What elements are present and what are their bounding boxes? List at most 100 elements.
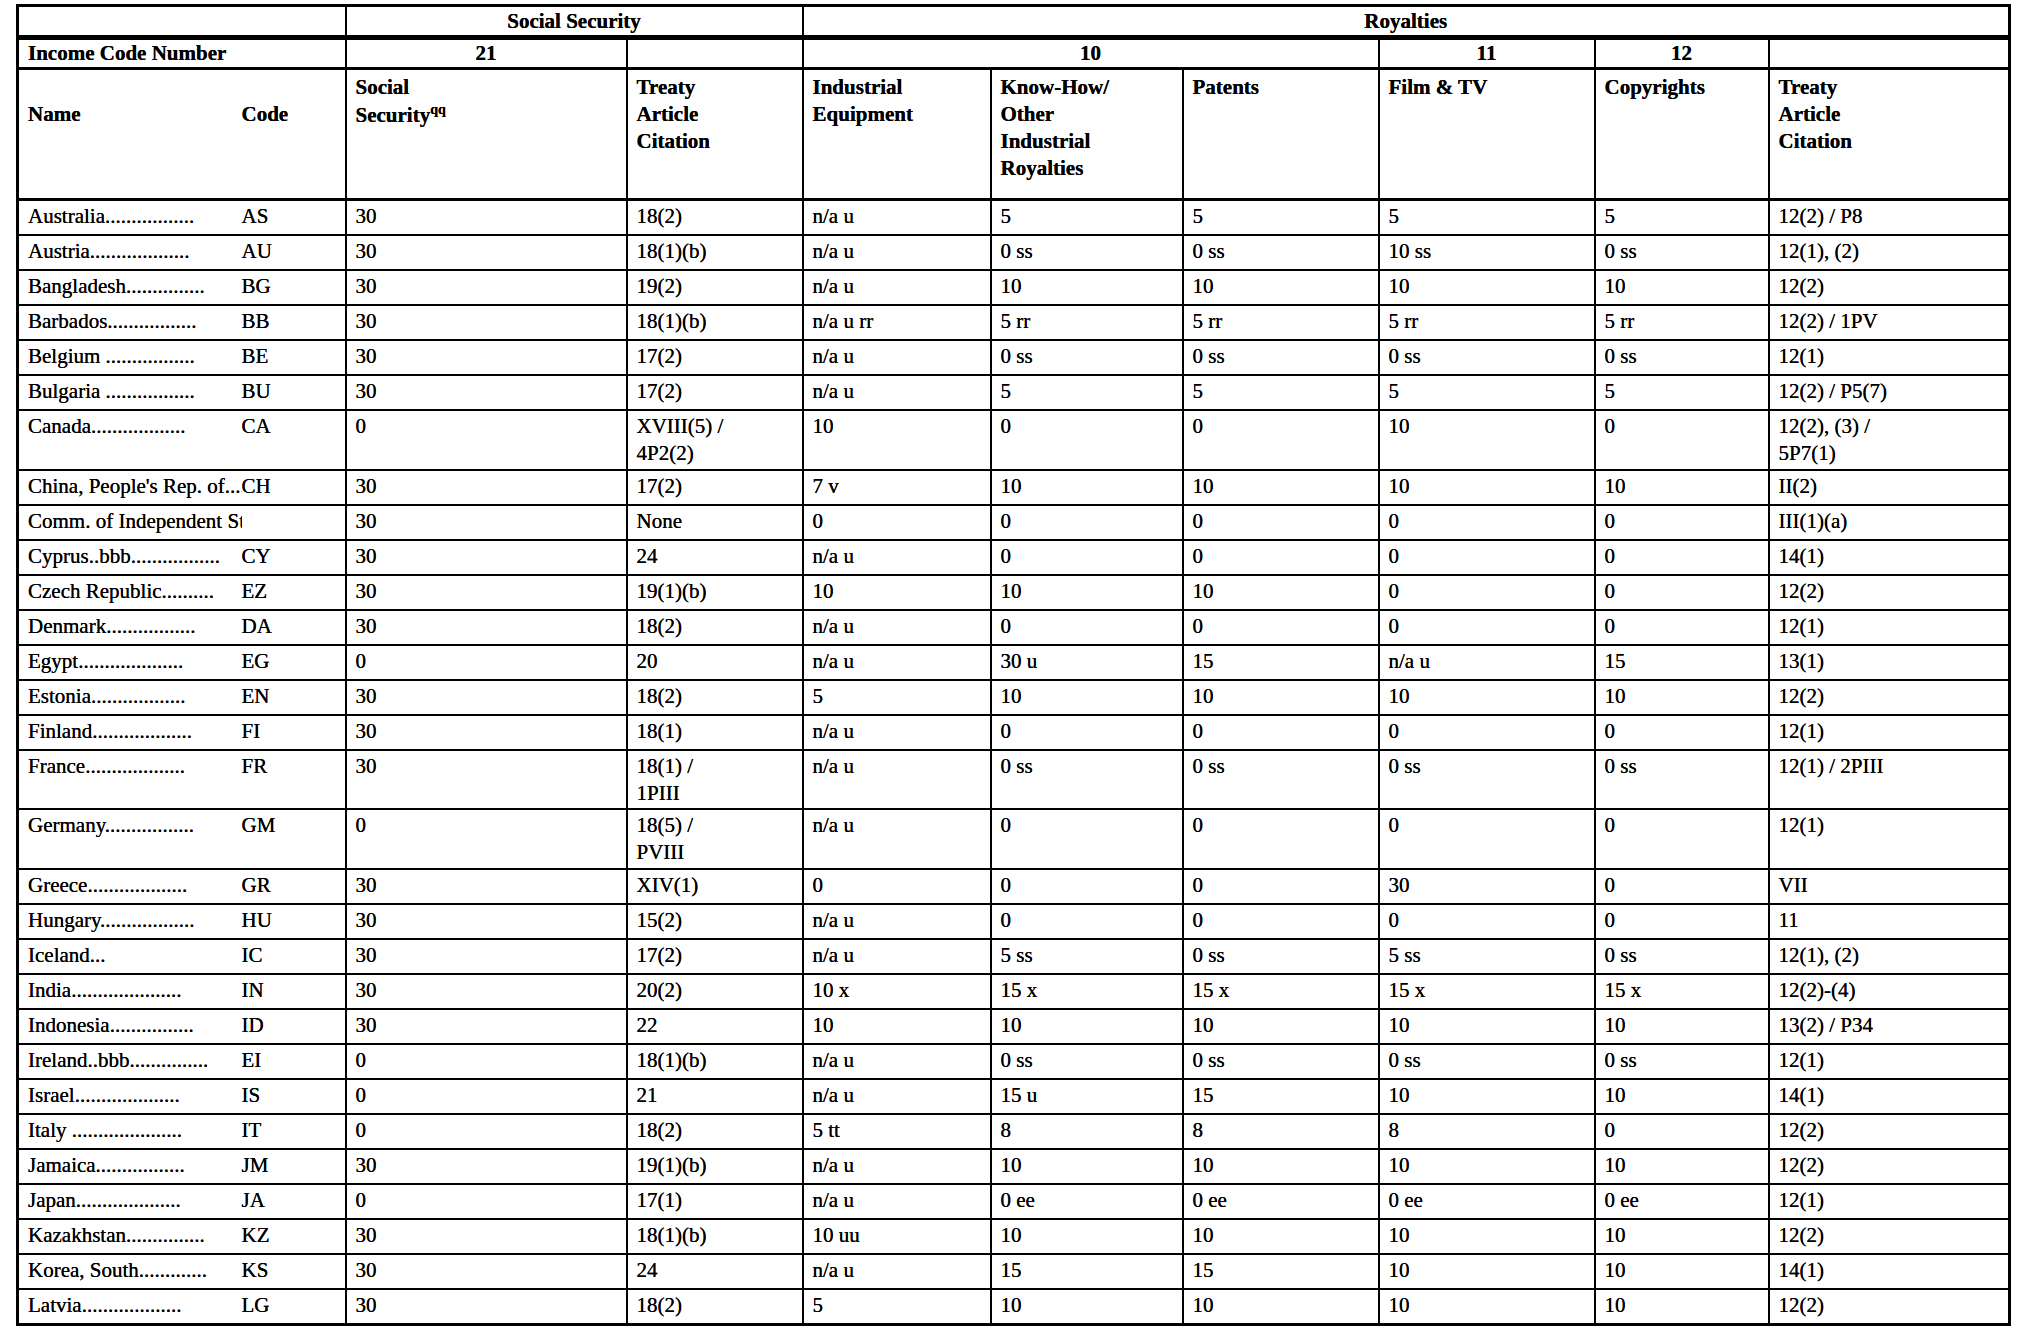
cell-name-code: Bangladesh...............BG — [18, 270, 346, 305]
country-name: Barbados................. — [28, 308, 242, 335]
cell-ss: 0 — [346, 1114, 627, 1149]
cell-copyrights: 5 — [1595, 375, 1769, 410]
cell-name-code: China, People's Rep. of.....CH — [18, 470, 346, 505]
cell-roy-cit: 12(2) — [1769, 1114, 2010, 1149]
cell-film-tv: 0 — [1379, 505, 1595, 540]
country-name: Hungary.................. — [28, 907, 242, 934]
cell-name-code: Greece...................GR — [18, 869, 346, 904]
cell-ss-cit: 15(2) — [627, 904, 803, 939]
cell-ss-cit: XVIII(5) / 4P2(2) — [627, 410, 803, 470]
cell-ss: 30 — [346, 715, 627, 750]
country-name: Iceland... — [28, 942, 242, 969]
cell-roy-cit: 12(1) — [1769, 610, 2010, 645]
cell-ind-equip: n/a u — [803, 715, 991, 750]
cell-name-code: Cyprus..bbb.................CY — [18, 540, 346, 575]
cell-know-how: 30 u — [991, 645, 1183, 680]
cell-know-how: 10 — [991, 1219, 1183, 1254]
country-name: Austria................... — [28, 238, 242, 265]
country-name: Canada.................. — [28, 413, 242, 440]
table-row: Latvia...................LG3018(2)510101… — [18, 1289, 2010, 1325]
cell-roy-cit: 12(1) — [1769, 1184, 2010, 1219]
cell-patents: 15 — [1183, 645, 1379, 680]
cell-patents: 15 x — [1183, 974, 1379, 1009]
cell-film-tv: 30 — [1379, 869, 1595, 904]
cell-copyrights: 10 — [1595, 270, 1769, 305]
cell-roy-cit: 13(2) / P34 — [1769, 1009, 2010, 1044]
footnote: * Those countries to which the U.S.-U.S.… — [10, 1336, 2025, 1341]
cell-patents: 0 ss — [1183, 1044, 1379, 1079]
cell-ind-equip: n/a u — [803, 235, 991, 270]
cell-know-how: 15 x — [991, 974, 1183, 1009]
cell-film-tv: 10 ss — [1379, 235, 1595, 270]
cell-know-how: 0 ss — [991, 750, 1183, 810]
table-row: Cyprus..bbb.................CY3024n/a u0… — [18, 540, 2010, 575]
cell-copyrights: 0 ss — [1595, 235, 1769, 270]
footnote-asterisk: * — [10, 1336, 58, 1341]
cell-patents: 0 ss — [1183, 750, 1379, 810]
cell-ind-equip: 5 tt — [803, 1114, 991, 1149]
country-code: ID — [242, 1012, 337, 1039]
cell-know-how: 0 — [991, 610, 1183, 645]
cell-ind-equip: n/a u — [803, 340, 991, 375]
cell-know-how: 0 — [991, 904, 1183, 939]
cell-film-tv: 0 — [1379, 575, 1595, 610]
cell-ss-cit: 18(2) — [627, 1114, 803, 1149]
cell-know-how: 15 — [991, 1254, 1183, 1289]
cell-film-tv: n/a u — [1379, 645, 1595, 680]
group-header-row: Social Security Royalties — [18, 6, 2010, 38]
country-code: DA — [242, 613, 337, 640]
cell-ind-equip: n/a u — [803, 610, 991, 645]
cell-copyrights: 10 — [1595, 680, 1769, 715]
cell-ss: 30 — [346, 540, 627, 575]
cell-ss-cit: XIV(1) — [627, 869, 803, 904]
cell-ss: 30 — [346, 1289, 627, 1325]
col-header-code: Code — [242, 101, 337, 128]
cell-copyrights: 0 ss — [1595, 1044, 1769, 1079]
country-code: JA — [242, 1187, 337, 1214]
cell-film-tv: 0 ss — [1379, 750, 1595, 810]
cell-ss: 30 — [346, 340, 627, 375]
cell-name-code: Australia.................AS — [18, 199, 346, 235]
cell-name-code: Latvia...................LG — [18, 1289, 346, 1325]
country-code: AU — [242, 238, 337, 265]
cell-know-how: 5 ss — [991, 939, 1183, 974]
cell-ind-equip: n/a u — [803, 809, 991, 869]
table-row: Germany.................GM018(5) / PVIII… — [18, 809, 2010, 869]
country-code: IS — [242, 1082, 337, 1109]
cell-patents: 10 — [1183, 1289, 1379, 1325]
country-code: BG — [242, 273, 337, 300]
cell-know-how: 0 ss — [991, 1044, 1183, 1079]
cell-know-how: 10 — [991, 680, 1183, 715]
cell-roy-cit: 14(1) — [1769, 540, 2010, 575]
cell-film-tv: 10 — [1379, 1289, 1595, 1325]
cell-name-code: Korea, South.............KS — [18, 1254, 346, 1289]
country-code: IN — [242, 977, 337, 1004]
country-code: BB — [242, 308, 337, 335]
cell-patents: 15 — [1183, 1254, 1379, 1289]
table-row: Canada..................CA0XVIII(5) / 4P… — [18, 410, 2010, 470]
cell-ss: 30 — [346, 610, 627, 645]
table-row: Egypt....................EG020n/a u30 u1… — [18, 645, 2010, 680]
cell-film-tv: 8 — [1379, 1114, 1595, 1149]
cell-ss: 0 — [346, 645, 627, 680]
cell-copyrights: 0 — [1595, 715, 1769, 750]
cell-ss: 30 — [346, 575, 627, 610]
cell-roy-cit: 12(1) — [1769, 715, 2010, 750]
cell-patents: 0 ee — [1183, 1184, 1379, 1219]
column-header-row: Name Code Social Securityqq Treaty Artic… — [18, 68, 2010, 199]
cell-film-tv: 0 — [1379, 904, 1595, 939]
cell-copyrights: 5 — [1595, 199, 1769, 235]
cell-ind-equip: n/a u — [803, 1044, 991, 1079]
cell-ss: 30 — [346, 974, 627, 1009]
table-row: Austria...................AU3018(1)(b)n/… — [18, 235, 2010, 270]
country-name: Latvia................... — [28, 1292, 242, 1319]
cell-roy-cit: 12(2) / P8 — [1769, 199, 2010, 235]
country-name: India..................... — [28, 977, 242, 1004]
country-code: IT — [242, 1117, 337, 1144]
table-row: Hungary..................HU3015(2)n/a u0… — [18, 904, 2010, 939]
col-header-name: Name — [28, 101, 242, 128]
cell-know-how: 10 — [991, 270, 1183, 305]
cell-name-code: Kazakhstan...............KZ — [18, 1219, 346, 1254]
treaty-table: Social Security Royalties Income Code Nu… — [16, 4, 2011, 1326]
footnote-ref-qq: qq — [430, 102, 446, 117]
